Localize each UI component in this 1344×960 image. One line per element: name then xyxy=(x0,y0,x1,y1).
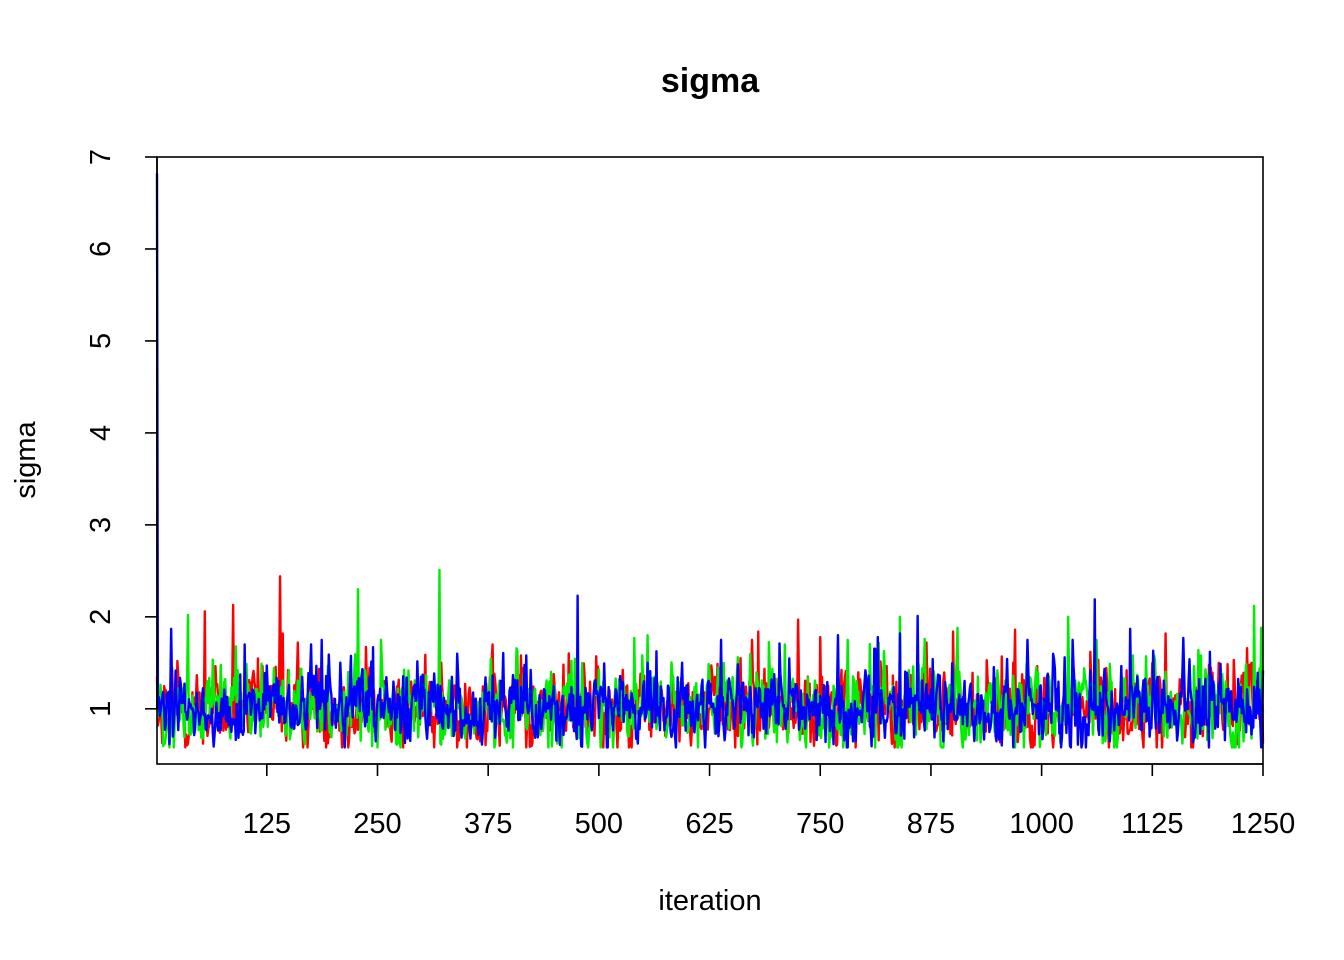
y-tick-label: 3 xyxy=(85,517,117,533)
x-tick-label: 500 xyxy=(575,808,623,840)
x-tick-label: 250 xyxy=(353,808,401,840)
x-tick-label: 1250 xyxy=(1231,808,1296,840)
y-tick-label: 4 xyxy=(85,425,117,441)
x-tick-label: 375 xyxy=(464,808,512,840)
y-axis: 1 2 3 4 5 6 7 xyxy=(85,149,158,717)
y-axis-label: sigma xyxy=(10,420,42,498)
x-axis-label: iteration xyxy=(658,885,761,917)
chart-title: sigma xyxy=(661,62,760,100)
y-tick-label: 2 xyxy=(85,609,117,625)
chain-trace-3 xyxy=(155,173,1265,749)
x-tick-label: 1000 xyxy=(1009,808,1074,840)
x-axis: 125 250 375 500 625 750 875 1000 1125 1250 xyxy=(243,763,1296,840)
series-layer xyxy=(155,173,1265,749)
x-tick-label: 125 xyxy=(243,808,291,840)
y-tick-label: 7 xyxy=(85,149,117,165)
x-tick-label: 875 xyxy=(907,808,955,840)
y-tick-label: 5 xyxy=(85,333,117,349)
x-tick-label: 625 xyxy=(685,808,733,840)
y-tick-label: 6 xyxy=(85,241,117,257)
x-tick-label: 750 xyxy=(796,808,844,840)
x-tick-label: 1125 xyxy=(1121,808,1183,840)
y-tick-label: 1 xyxy=(85,701,117,717)
